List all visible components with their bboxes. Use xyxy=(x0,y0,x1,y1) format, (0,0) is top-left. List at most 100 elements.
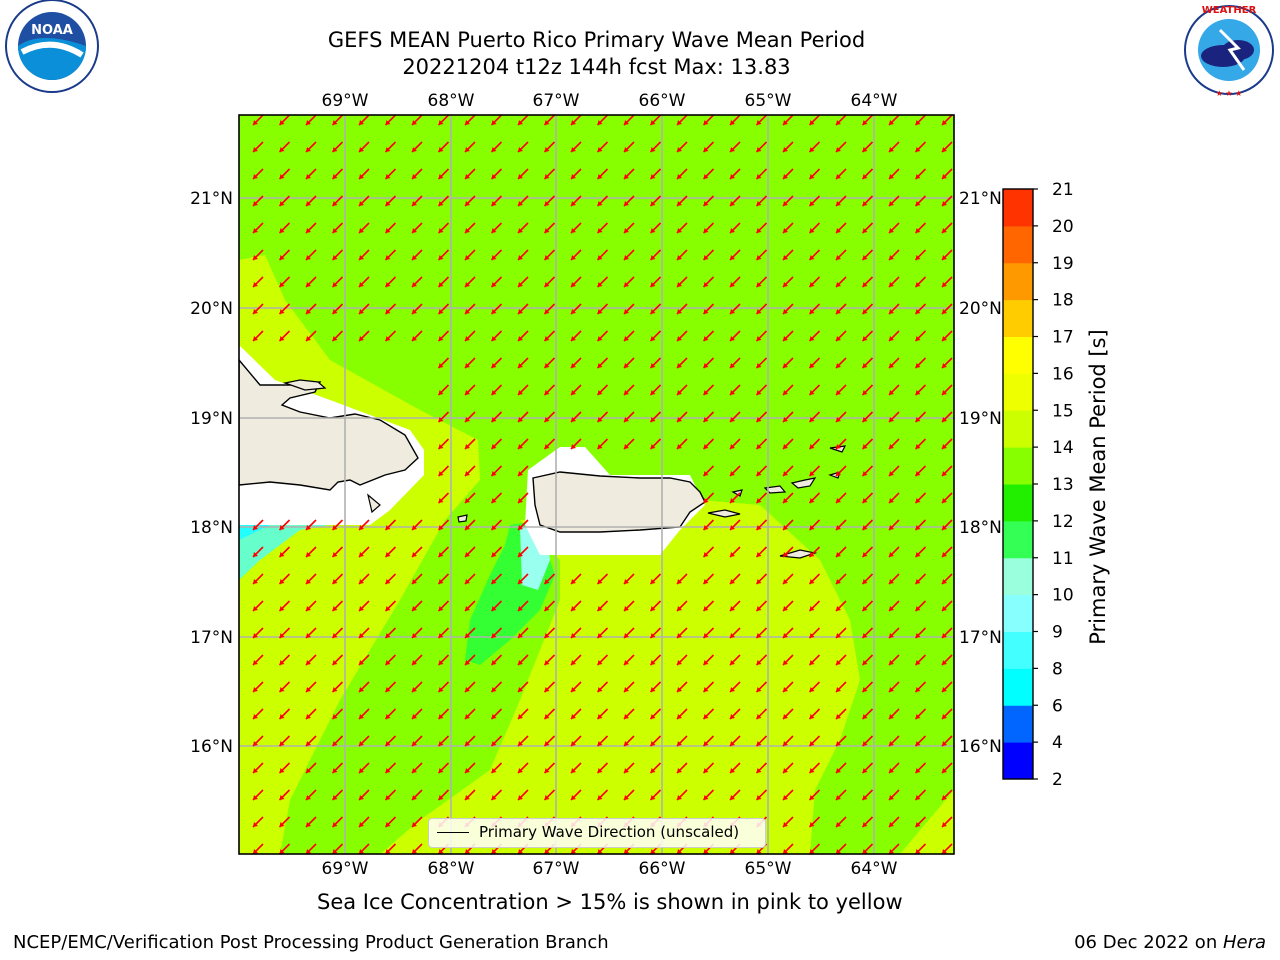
wave-arrow-head xyxy=(756,579,762,584)
wave-arrow-head xyxy=(756,417,762,422)
svg-text:★ ★ ★: ★ ★ ★ xyxy=(1216,89,1243,98)
wave-arrow-head xyxy=(915,660,921,665)
wave-arrow-head xyxy=(942,444,947,449)
chart-subtitle-forecast: 20221204 t12z 144h fcst Max: 13.83 xyxy=(402,55,791,79)
colorbar-swatch xyxy=(1003,262,1033,301)
wave-arrow-head xyxy=(465,687,470,692)
wave-arrow-head xyxy=(756,390,762,395)
wave-arrow-head xyxy=(889,822,894,827)
wave-arrow-head xyxy=(571,282,576,287)
wave-arrow-head xyxy=(332,687,338,692)
wave-arrow-head xyxy=(597,228,603,233)
wave-arrow-head xyxy=(624,228,629,233)
wave-arrow-head xyxy=(597,336,603,341)
wave-arrow-head xyxy=(650,633,656,638)
wave-arrow-head xyxy=(597,579,603,584)
wave-arrow-head xyxy=(332,822,338,827)
wave-arrow-head xyxy=(730,336,735,341)
wave-arrow-head xyxy=(624,363,629,368)
wave-arrow-head xyxy=(942,390,947,395)
wave-arrow-head xyxy=(677,201,682,206)
colorbar-tick-label: 17 xyxy=(1052,328,1074,348)
lon-tick-top: 69°W xyxy=(322,91,369,111)
wave-arrow-head xyxy=(624,579,629,584)
wave-arrow-head xyxy=(624,201,629,206)
wave-arrow-head xyxy=(438,714,444,719)
wave-arrow-head xyxy=(915,633,921,638)
wave-direction-arrows xyxy=(252,115,953,854)
wave-arrow-head xyxy=(253,120,258,125)
wave-arrow-head xyxy=(332,120,338,125)
lon-tick-top: 64°W xyxy=(851,91,898,111)
wave-arrow-head xyxy=(412,525,417,530)
wave-arrow-head xyxy=(412,552,417,557)
wave-arrow-head xyxy=(306,768,311,773)
wave-arrow-head xyxy=(597,768,603,773)
wave-arrow-head xyxy=(783,174,788,179)
wave-arrow-head xyxy=(703,687,709,692)
wave-arrow-head xyxy=(889,363,894,368)
wave-arrow-head xyxy=(783,363,788,368)
wave-arrow-head xyxy=(491,525,497,530)
wave-arrow-head xyxy=(491,687,497,692)
wave-arrow-head xyxy=(279,660,285,665)
svg-text:NOAA: NOAA xyxy=(31,23,73,38)
wave-arrow-head xyxy=(809,714,815,719)
wave-arrow-head xyxy=(915,120,921,125)
colorbar-tick-label: 10 xyxy=(1052,586,1074,606)
wave-arrow-head xyxy=(836,822,841,827)
wave-arrow-head xyxy=(809,525,815,530)
wave-arrow-head xyxy=(412,282,417,287)
wave-arrow-head xyxy=(836,390,841,395)
wave-arrow-head xyxy=(518,363,523,368)
wave-arrow-head xyxy=(253,660,258,665)
wave-arrow-head xyxy=(465,795,470,800)
wave-arrow-head xyxy=(465,255,470,260)
wave-arrow-head xyxy=(385,282,391,287)
wave-arrow-head xyxy=(836,687,841,692)
wave-arrow-head xyxy=(544,741,550,746)
wave-arrow-head xyxy=(518,174,523,179)
wave-arrow-head xyxy=(783,390,788,395)
wave-arrow-head xyxy=(597,174,603,179)
lon-tick-bottom: 66°W xyxy=(639,859,686,879)
wave-arrow-head xyxy=(783,525,788,530)
wave-arrow-head xyxy=(253,579,258,584)
wave-arrow-head xyxy=(412,147,417,152)
wave-arrow-head xyxy=(385,201,391,206)
wave-arrow-head xyxy=(571,768,576,773)
wave-arrow-head xyxy=(279,282,285,287)
wave-arrow-head xyxy=(544,714,550,719)
wave-arrow-head xyxy=(359,525,364,530)
wave-arrow-head xyxy=(836,228,841,233)
wave-arrow-head xyxy=(915,525,921,530)
wave-arrow-head xyxy=(862,363,868,368)
wave-arrow-head xyxy=(597,363,603,368)
colorbar-swatch xyxy=(1003,631,1033,669)
lat-tick-right: 17°N xyxy=(959,628,1002,648)
wave-arrow-head xyxy=(703,579,709,584)
wave-arrow-head xyxy=(465,120,470,125)
wave-arrow-head xyxy=(491,498,497,503)
wave-arrow-head xyxy=(359,255,364,260)
wave-arrow-head xyxy=(359,660,364,665)
wave-arrow-head xyxy=(915,255,921,260)
wave-arrow-head xyxy=(756,525,762,530)
wave-arrow-head xyxy=(385,174,391,179)
colorbar-swatch xyxy=(1003,557,1033,596)
wave-arrow-head xyxy=(465,714,470,719)
wave-arrow-head xyxy=(597,741,603,746)
wave-arrow-head xyxy=(306,687,311,692)
wave-arrow-head xyxy=(942,120,947,125)
wave-arrow-head xyxy=(385,228,391,233)
wave-arrow-head xyxy=(730,741,735,746)
wave-arrow-head xyxy=(703,768,709,773)
wave-arrow-head xyxy=(915,147,921,152)
wave-arrow-head xyxy=(650,390,656,395)
wave-arrow-head xyxy=(650,336,656,341)
wave-arrow-head xyxy=(306,660,311,665)
wave-arrow-head xyxy=(677,309,682,314)
wave-arrow-head xyxy=(491,309,497,314)
wave-arrow-head xyxy=(359,633,364,638)
